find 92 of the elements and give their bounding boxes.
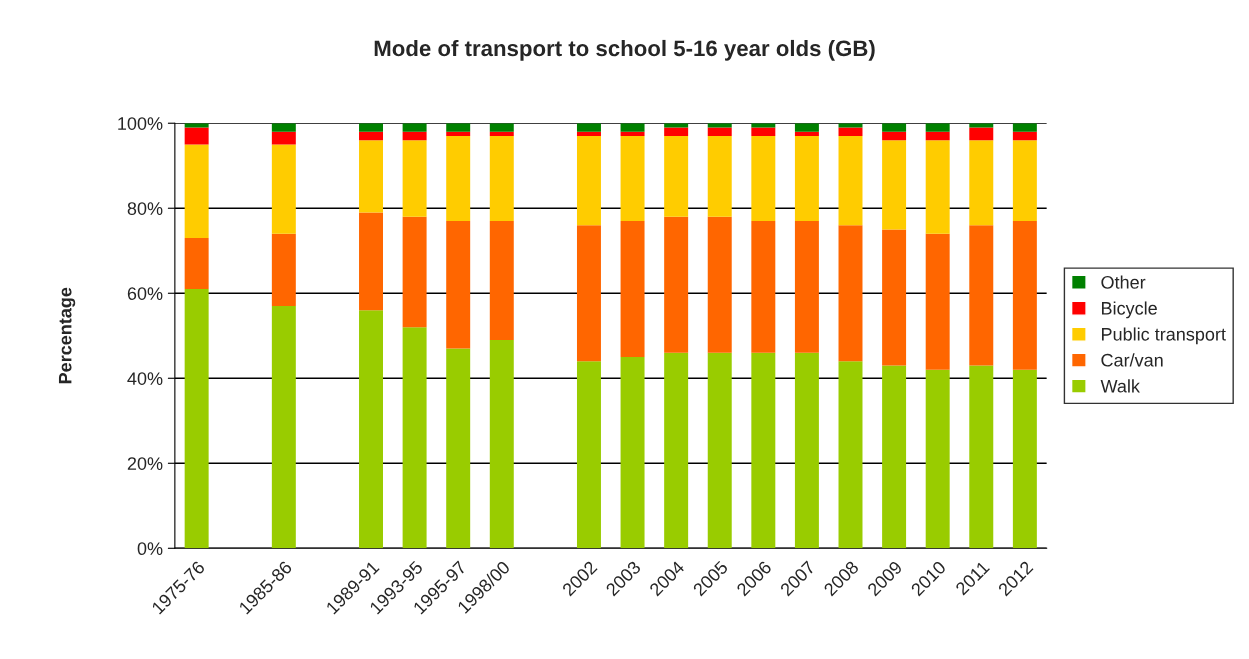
bar (184, 289, 209, 549)
bar (969, 127, 994, 141)
bar (489, 340, 514, 549)
legend-label: Public transport (1102, 327, 1226, 345)
bar (402, 216, 427, 328)
bar (707, 352, 732, 549)
legend-label: Car/van (1101, 353, 1163, 367)
bar (707, 216, 732, 353)
bar (271, 306, 296, 549)
bar (1012, 140, 1037, 221)
bar (794, 352, 819, 549)
bar (620, 131, 645, 136)
bar (271, 144, 296, 234)
y-tick-label: 100% (118, 117, 163, 130)
bar (707, 127, 732, 136)
y-tick-label: 80% (127, 202, 163, 215)
bar (1012, 221, 1037, 370)
bar (838, 225, 863, 362)
bar (664, 135, 689, 217)
bar (184, 238, 209, 289)
bar (446, 348, 471, 549)
bar (576, 135, 601, 226)
bar (576, 131, 601, 136)
bar (576, 225, 601, 362)
bar (402, 131, 427, 141)
bar (664, 127, 689, 136)
bar (446, 123, 471, 132)
bar (184, 144, 209, 238)
chart-title: Mode of transport to school 5-16 year olds (GB) (374, 39, 875, 61)
legend-label: Bicycle (1102, 301, 1157, 319)
bar (794, 135, 819, 221)
bar (707, 135, 732, 217)
bar (794, 131, 819, 136)
bar (620, 221, 645, 358)
bar (882, 140, 907, 230)
bar (838, 135, 863, 226)
bar (751, 352, 776, 549)
bar (882, 123, 907, 132)
bar (925, 233, 950, 370)
bar (359, 140, 383, 213)
bar (882, 365, 907, 549)
bar (882, 131, 907, 141)
bar (751, 127, 776, 136)
y-tick-label: 0% (137, 542, 163, 556)
bar (751, 221, 776, 353)
bar (794, 123, 819, 132)
bar (402, 140, 427, 217)
bar (489, 123, 514, 132)
bar (1012, 123, 1037, 132)
bar (446, 221, 471, 349)
bar (576, 123, 601, 132)
bar (271, 233, 296, 307)
bar (489, 135, 514, 221)
bar (271, 131, 296, 145)
bar (925, 123, 950, 132)
bar (402, 327, 427, 549)
bar (882, 229, 907, 366)
bar (620, 123, 645, 132)
bar (925, 369, 950, 549)
bar (969, 140, 994, 226)
bar (838, 127, 863, 136)
bar (359, 212, 383, 311)
bar (359, 123, 383, 132)
bar (620, 357, 645, 549)
bar (271, 123, 296, 132)
bar (925, 131, 950, 141)
bar (359, 310, 383, 549)
y-axis-title: Percentage (58, 287, 76, 384)
bar (664, 216, 689, 353)
bar (969, 365, 994, 549)
y-tick-label: 60% (127, 287, 163, 300)
bar (489, 221, 514, 341)
bar (620, 135, 645, 221)
legend-label: Other (1101, 275, 1146, 289)
bar (1012, 369, 1037, 549)
bar (751, 135, 776, 221)
y-tick-label: 20% (127, 457, 163, 470)
legend-label: Walk (1100, 379, 1140, 393)
bar (489, 131, 514, 136)
bar (1012, 131, 1037, 141)
bar (184, 127, 209, 145)
y-tick-label: 40% (127, 372, 163, 385)
bar (402, 123, 427, 132)
bar (359, 131, 383, 141)
bar (838, 361, 863, 549)
bar (446, 135, 471, 221)
bar (446, 131, 471, 136)
bar (925, 140, 950, 234)
bar (794, 221, 819, 353)
bar (664, 352, 689, 549)
bar (969, 225, 994, 366)
bar (576, 361, 601, 549)
